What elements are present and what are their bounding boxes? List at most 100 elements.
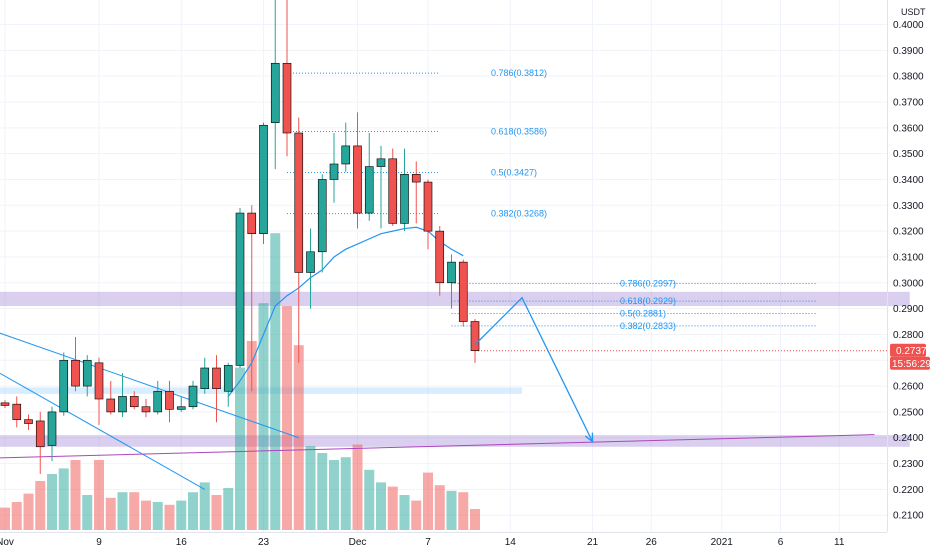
volume-bar [235, 367, 245, 530]
candle-body [106, 398, 116, 413]
volume-bar [340, 457, 351, 530]
last-price-label: 0.2737 [896, 346, 927, 357]
price-zone [0, 435, 910, 447]
volume-bar [199, 482, 210, 530]
candle-body [153, 390, 163, 413]
volume-bar [352, 444, 363, 530]
volume-bar [211, 495, 222, 530]
projection-arrowhead [585, 432, 594, 443]
projection-arrow [474, 296, 594, 443]
volume-bar [152, 502, 163, 530]
trendline [0, 372, 205, 490]
volume-bar [258, 303, 269, 530]
projection-path [474, 296, 594, 442]
volume-bar [223, 488, 234, 530]
candle-body [71, 359, 80, 387]
volume-bar [47, 474, 57, 530]
volume-bar [94, 460, 104, 530]
fib-level-label: 0.618(0.2929) [620, 296, 676, 306]
candle-body [376, 158, 386, 167]
price-tick-label: 0.2500 [893, 407, 924, 418]
candle-body [470, 321, 480, 352]
volume-bar [364, 469, 375, 530]
price-tick-label: 0.2300 [893, 459, 924, 470]
time-tick-label: 7 [425, 537, 431, 548]
price-tick-label: 0.2200 [893, 485, 924, 496]
candle-body [317, 179, 327, 253]
volume-bar [35, 481, 46, 530]
volume-bar [164, 504, 175, 530]
candle-body [329, 163, 339, 180]
candle-body [141, 406, 151, 413]
candle-body [341, 145, 351, 165]
time-tick-label: 6 [778, 537, 784, 548]
countdown-label: 15:56:29 [892, 359, 931, 370]
candle-body [212, 367, 221, 389]
fib-level-label: 0.382(0.3268) [491, 209, 547, 219]
time-tick-label: 16 [176, 537, 188, 548]
volume-bar [399, 495, 410, 530]
trendline [0, 332, 299, 439]
time-tick-label: 23 [258, 537, 270, 548]
candle-body [118, 396, 127, 413]
candle-body [188, 385, 198, 408]
candle-body [176, 406, 186, 410]
volume-bar [70, 460, 81, 530]
volume-bar [446, 490, 457, 530]
candle-body [400, 174, 409, 224]
volume-bar [458, 492, 469, 530]
candle-body [35, 420, 45, 448]
candle-body [12, 403, 22, 420]
fib-level-label: 0.5(0.3427) [491, 168, 537, 178]
candle-body [223, 365, 233, 392]
price-tick-label: 0.3100 [893, 252, 924, 263]
fib-level-label: 0.5(0.2881) [620, 309, 666, 319]
candle-body [282, 62, 292, 134]
trendlines [0, 332, 875, 490]
price-tick-label: 0.2600 [893, 382, 924, 393]
candle-body [94, 362, 104, 400]
volume-bar [117, 492, 128, 530]
fibonacci-levels: 0.786(0.3812) 0.618(0.3586) 0.5(0.3427) 0.3… [287, 68, 887, 352]
candle-body [59, 359, 69, 413]
candle-body [0, 402, 10, 406]
volume-bar [58, 468, 69, 530]
price-tick-label: 0.2900 [893, 304, 924, 315]
volume-bar [434, 485, 445, 530]
volume-bar [176, 500, 187, 530]
price-tick-label: 0.3300 [893, 201, 924, 212]
price-tick-label: 0.2800 [893, 330, 924, 341]
volume-bar [411, 500, 422, 530]
volume-bar [329, 460, 339, 530]
candle-body [388, 158, 398, 224]
volume-bar [317, 453, 328, 530]
volume-bar [282, 306, 292, 530]
candle-body [353, 145, 362, 214]
fib-level-label: 0.786(0.2997) [620, 279, 676, 289]
candle-body [423, 181, 433, 232]
volume-bar [270, 233, 281, 530]
candle-body [247, 212, 257, 235]
countdown-badge [890, 356, 930, 370]
time-axis[interactable]: Nov 9 16 23 Dec 7 14 21 26 2021 6 11 [0, 532, 887, 549]
price-tick-label: 0.3200 [893, 227, 924, 238]
time-tick-label: 9 [96, 537, 102, 548]
candle-body [24, 419, 33, 424]
fib-level-label: 0.382(0.2833) [620, 321, 676, 331]
candle-body [270, 62, 280, 123]
currency-label: USDT [901, 7, 926, 17]
candlesticks [0, 0, 480, 474]
time-tick-label: 11 [834, 537, 845, 548]
candle-body [259, 124, 268, 235]
price-tick-label: 0.3000 [893, 278, 924, 289]
volume-bar [141, 500, 151, 530]
volume-bar [11, 502, 22, 530]
fib-level-label: 0.786(0.3812) [491, 68, 547, 78]
fib-level-label: 0.618(0.3586) [491, 126, 547, 136]
price-tick-label: 0.4000 [893, 20, 924, 31]
volume-bar [23, 493, 34, 530]
time-tick-label: 26 [646, 537, 658, 548]
price-zone [0, 291, 910, 307]
volume-bar [188, 492, 198, 530]
